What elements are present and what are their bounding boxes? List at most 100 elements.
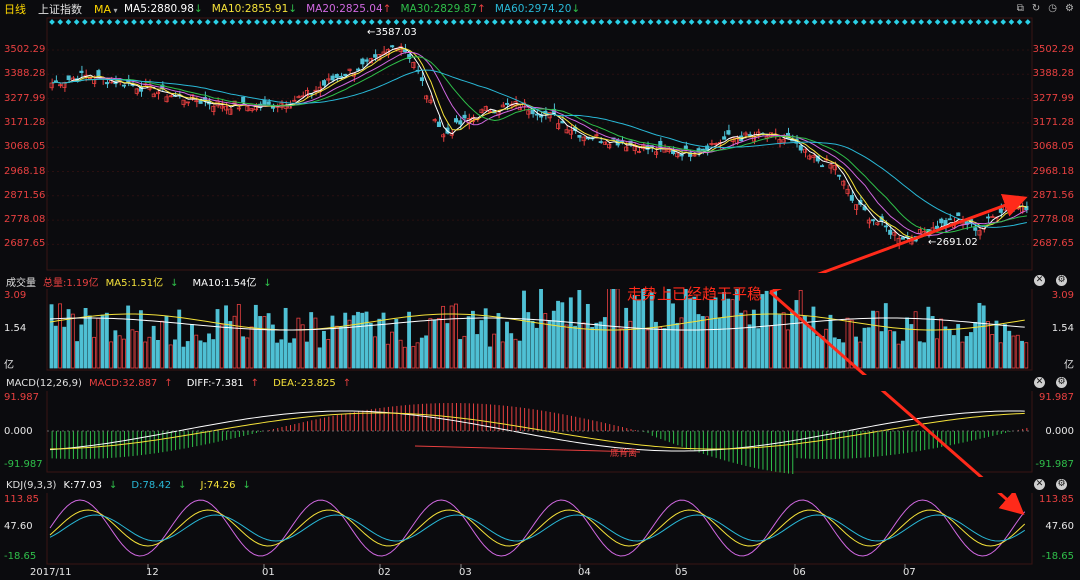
settings-icon[interactable]: ⚙ — [1056, 479, 1067, 490]
event-marker — [639, 19, 646, 25]
volume-bar — [900, 340, 905, 369]
candlestick — [458, 120, 463, 125]
event-marker — [49, 19, 55, 25]
candlestick — [219, 105, 224, 109]
candlestick — [581, 136, 586, 142]
close-icon[interactable]: ✕ — [1034, 377, 1045, 388]
event-marker — [623, 19, 629, 25]
event-marker — [688, 19, 695, 25]
volume-bar — [969, 332, 973, 369]
event-marker — [508, 19, 515, 25]
event-marker — [901, 19, 908, 25]
price-tick: 3068.05 — [4, 141, 46, 153]
candlestick — [419, 77, 424, 82]
volume-bar — [645, 329, 650, 369]
volume-bar — [560, 302, 565, 369]
history-icon[interactable]: ◷ — [1048, 3, 1058, 14]
event-marker — [541, 19, 547, 25]
volume-bar — [556, 300, 560, 369]
time-tick: 07 — [903, 567, 916, 578]
volume-bar — [658, 326, 663, 369]
volume-bar — [994, 320, 999, 369]
volume-bar — [871, 310, 875, 369]
price-tick: 3502.29 — [1032, 44, 1074, 55]
event-marker — [672, 19, 679, 25]
volume-axis-unit: 亿 — [4, 360, 14, 371]
volume-bar — [224, 305, 228, 369]
settings-icon[interactable]: ⚙ — [1065, 3, 1074, 14]
volume-bar — [407, 311, 412, 369]
event-marker — [418, 19, 424, 25]
event-marker — [57, 19, 64, 25]
volume-bar — [100, 314, 105, 369]
volume-bar — [79, 324, 84, 369]
event-marker — [286, 19, 293, 25]
high-price-label: ←3587.03 — [367, 27, 417, 38]
refresh-icon[interactable]: ↻ — [1031, 3, 1041, 14]
kdj-axis-min-right: -18.65 — [1041, 551, 1074, 562]
volume-bar — [726, 298, 731, 369]
volume-bar — [956, 324, 961, 369]
volume-bar — [615, 288, 620, 369]
volume-bar — [351, 315, 356, 369]
event-marker — [557, 19, 564, 25]
volume-bar — [679, 317, 684, 369]
close-icon[interactable]: ✕ — [1034, 275, 1045, 286]
event-marker — [459, 19, 465, 25]
volume-bar — [602, 317, 607, 369]
event-marker — [967, 19, 974, 25]
volume-bar — [781, 312, 786, 369]
price-tick: 3502.29 — [4, 44, 46, 55]
volume-bar — [832, 337, 837, 369]
event-marker — [131, 19, 137, 25]
volume-bar — [905, 317, 910, 369]
window-restore-icon[interactable]: ⧉ — [1016, 3, 1024, 14]
volume-bar — [181, 346, 186, 369]
candlestick — [151, 93, 156, 98]
volume-bar — [990, 334, 995, 369]
volume-bar — [475, 334, 480, 369]
event-marker — [500, 19, 506, 25]
event-marker — [885, 19, 892, 25]
settings-icon[interactable]: ⚙ — [1056, 275, 1067, 286]
candlestick — [986, 216, 991, 219]
kdj-axis-max-right: 113.85 — [1039, 494, 1074, 505]
candlestick — [722, 136, 727, 140]
volume-bar — [194, 334, 199, 369]
settings-icon[interactable]: ⚙ — [1056, 377, 1067, 388]
event-marker — [204, 19, 211, 25]
event-marker — [516, 19, 523, 25]
volume-panel-header: 成交量 总量:1.19亿 MA5:1.51亿 ↓ MA10:1.54亿 ↓ ✕ ⚙ — [0, 273, 1080, 289]
volume-bar — [568, 297, 573, 369]
volume-bar — [785, 329, 790, 369]
volume-bar — [607, 286, 612, 369]
candlestick — [347, 68, 352, 71]
event-marker — [844, 19, 851, 25]
event-marker — [573, 19, 580, 25]
volume-bar — [505, 321, 509, 369]
volume-bar — [96, 317, 101, 369]
k-value: K:77.03 ↓ — [63, 479, 118, 491]
close-icon[interactable]: ✕ — [1034, 479, 1045, 490]
candlestick — [453, 118, 459, 123]
volume-bar — [824, 328, 829, 369]
volume-bar — [322, 330, 326, 369]
event-marker — [778, 19, 785, 25]
volume-axis-max-right: 3.09 — [1051, 290, 1074, 301]
candlestick — [607, 143, 612, 149]
price-tick: 3171.28 — [1032, 116, 1074, 128]
tab-period[interactable]: 日线 — [4, 3, 26, 16]
candlestick — [381, 51, 386, 55]
volume-bar — [534, 327, 539, 369]
volume-bar — [756, 328, 761, 369]
candlestick — [121, 84, 127, 87]
kdj-axis-mid-right: 47.60 — [1045, 521, 1074, 532]
candlestick — [654, 151, 659, 155]
candlestick — [334, 74, 339, 78]
candlestick — [666, 149, 671, 152]
indicator-select[interactable]: MA ▾ — [94, 2, 118, 16]
tab-index[interactable]: 上证指数 — [38, 3, 82, 16]
kdj-title: KDJ(9,3,3) — [6, 479, 57, 491]
event-marker — [139, 19, 146, 25]
